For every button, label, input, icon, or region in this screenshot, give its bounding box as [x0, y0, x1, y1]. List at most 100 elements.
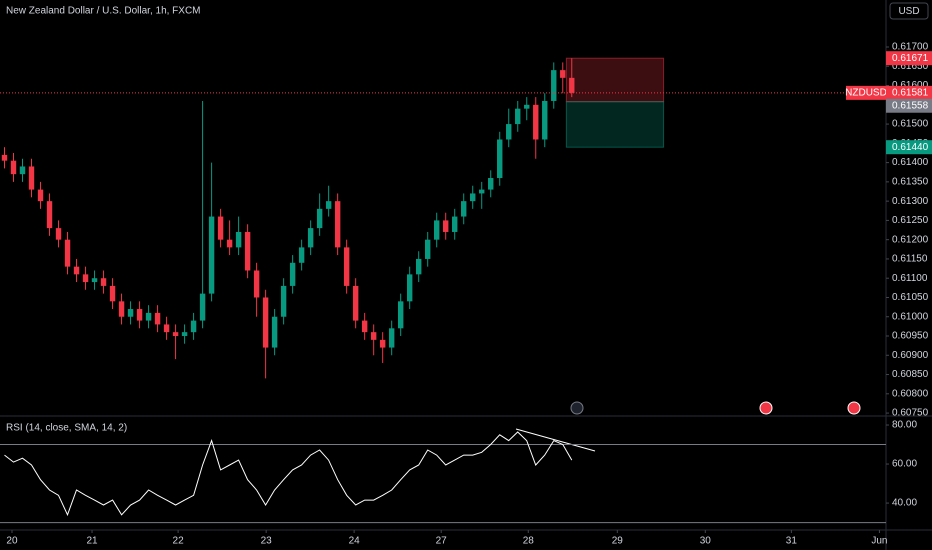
x-tick-label: 31: [786, 536, 798, 547]
candle-body: [109, 285, 116, 302]
candle-body: [488, 178, 494, 190]
candle-body: [172, 332, 179, 337]
y-tick-label: 0.61150: [892, 254, 928, 265]
candle-body: [524, 104, 530, 109]
candle-body: [352, 285, 359, 321]
y-tick-label: 0.61050: [892, 292, 929, 303]
y-tick-label: 0.61500: [892, 119, 929, 130]
candle-body: [190, 320, 197, 333]
y-tick-label: 60.00: [892, 459, 917, 470]
y-tick-label: 0.60750: [892, 408, 929, 419]
candle-body: [506, 124, 512, 140]
candle-body: [280, 285, 287, 317]
candle-body: [406, 274, 413, 302]
y-tick-label: 0.61250: [892, 215, 929, 226]
x-tick-label: 21: [86, 536, 98, 547]
candle-body: [397, 301, 404, 329]
x-tick-label: 23: [261, 536, 273, 547]
level-tag: [886, 140, 932, 155]
candle-body: [217, 216, 224, 240]
y-tick-label: 0.60950: [892, 331, 929, 342]
chart-title: New Zealand Dollar / U.S. Dollar, 1h, FX…: [6, 6, 201, 17]
level-label: 0.61671: [892, 53, 929, 64]
candle-body: [253, 270, 260, 298]
level-tag: [886, 98, 932, 113]
candle-body: [515, 108, 521, 125]
candle-body: [235, 231, 242, 248]
y-tick-label: 0.60850: [892, 369, 929, 380]
candle-body: [443, 220, 449, 232]
candle-body: [55, 228, 62, 240]
candle-body: [415, 258, 422, 275]
y-tick-label: 40.00: [892, 498, 917, 509]
x-tick-label: Jun: [871, 536, 887, 547]
candle-body: [560, 70, 566, 78]
x-tick-label: 30: [700, 536, 712, 547]
candle-body: [82, 274, 89, 283]
candle-body: [298, 247, 305, 263]
x-tick-label: 27: [436, 536, 448, 547]
candle-body: [424, 239, 431, 259]
candle-body: [271, 316, 278, 348]
candle-body: [551, 70, 557, 101]
candle-body: [208, 216, 215, 294]
candle-body: [343, 247, 350, 286]
candle-body: [19, 166, 26, 175]
candle-body: [127, 309, 134, 317]
x-tick-label: 29: [612, 536, 624, 547]
candle-body: [262, 297, 269, 348]
y-tick-label: 0.61200: [892, 234, 929, 245]
candle-body: [316, 208, 323, 229]
last-price-label: 0.61581: [892, 88, 929, 99]
y-tick-label: 0.61700: [892, 42, 929, 53]
candle-body: [533, 104, 539, 140]
candle-body: [433, 220, 440, 240]
x-tick-label: 22: [173, 536, 185, 547]
rsi-title: RSI (14, close, SMA, 14, 2): [6, 423, 127, 434]
y-tick-label: 0.60800: [892, 388, 929, 399]
candle-body: [542, 100, 548, 140]
candle-body: [37, 189, 44, 202]
level-tag: [886, 51, 932, 66]
currency-label[interactable]: USD: [898, 6, 919, 17]
stop-zone: [565, 57, 665, 103]
candle-body: [1, 154, 8, 161]
candle-body: [91, 278, 98, 283]
y-tick-label: 0.61350: [892, 177, 929, 188]
candle-body: [370, 332, 377, 340]
candle-body: [154, 312, 161, 325]
candle-body: [307, 228, 314, 248]
y-tick-label: 0.61400: [892, 157, 929, 168]
candle-body: [461, 201, 467, 217]
candle-body: [100, 278, 107, 286]
candle-body: [226, 239, 233, 248]
symbol-tag: [846, 85, 886, 100]
candle-body: [569, 77, 575, 93]
currency-button[interactable]: [889, 2, 929, 20]
target-zone: [565, 101, 665, 148]
event-icon[interactable]: [570, 401, 584, 415]
candle-body: [136, 309, 143, 321]
event-icon[interactable]: [759, 401, 773, 415]
candle-body: [46, 201, 53, 229]
level-label: 0.61558: [892, 100, 929, 111]
candle-body: [118, 301, 125, 317]
event-icon[interactable]: [847, 401, 861, 415]
candle-body: [64, 239, 71, 267]
candle-body: [244, 231, 251, 271]
candle-body: [497, 139, 503, 179]
y-tick-label: 0.61600: [892, 80, 929, 91]
candle-body: [145, 312, 152, 321]
candle-body: [163, 324, 170, 333]
candle-body: [388, 328, 395, 348]
event-icons: [570, 401, 861, 415]
candle-body: [28, 166, 35, 190]
candle-body: [379, 339, 386, 348]
candle-body: [325, 201, 332, 209]
candle-body: [334, 201, 341, 248]
candle-body: [181, 332, 188, 337]
y-tick-label: 0.61100: [892, 273, 928, 284]
trend-line: [515, 428, 596, 452]
